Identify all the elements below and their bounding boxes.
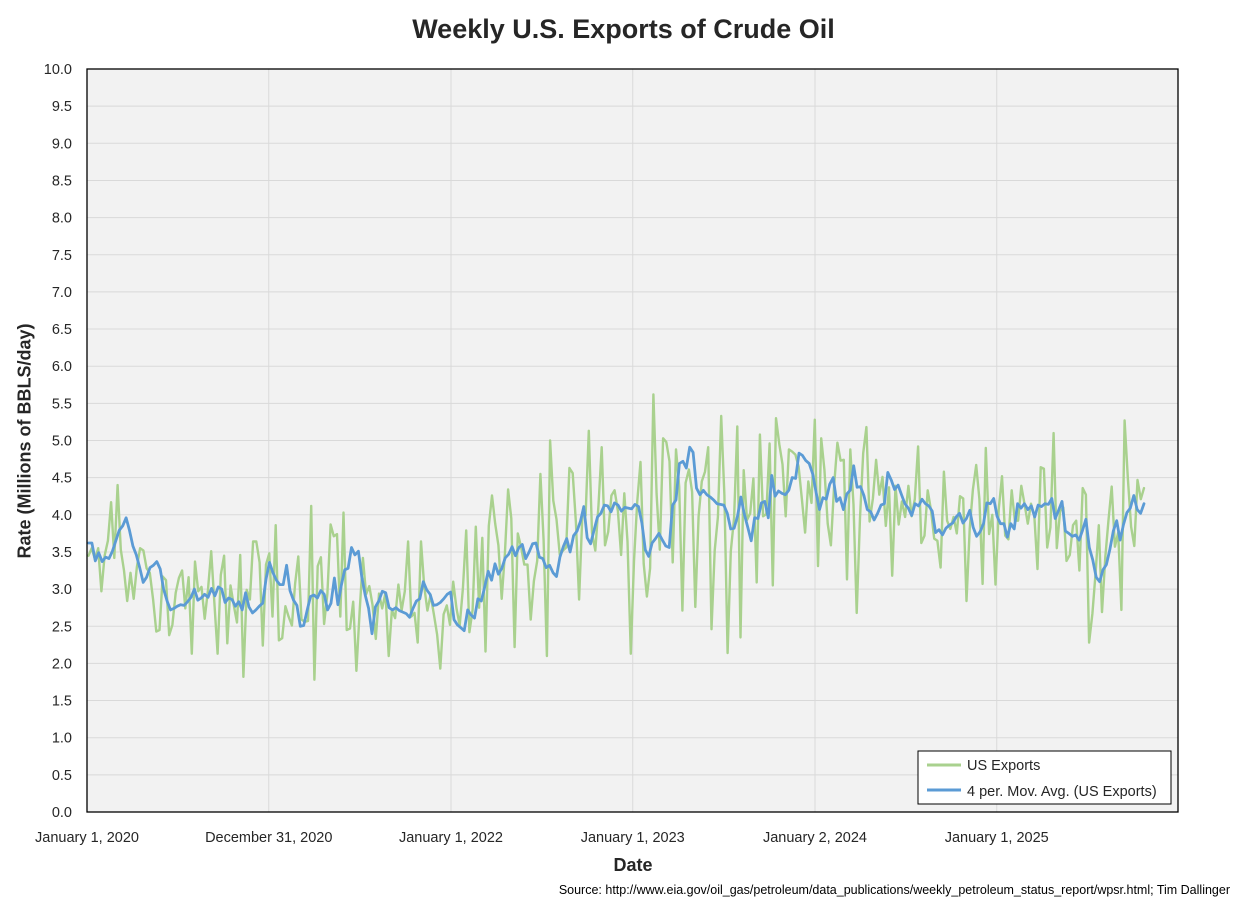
- y-tick-label: 0.5: [52, 768, 72, 784]
- y-tick-label: 4.5: [52, 471, 72, 487]
- x-tick-label: January 1, 2022: [399, 830, 503, 846]
- y-tick-label: 2.0: [52, 656, 72, 672]
- y-tick-label: 8.5: [52, 173, 72, 189]
- y-axis-title: Rate (Millions of BBLS/day): [14, 323, 35, 559]
- x-tick-label: December 31, 2020: [205, 830, 332, 846]
- y-tick-label: 8.0: [52, 211, 72, 227]
- y-tick-label: 6.5: [52, 322, 72, 338]
- y-tick-label: 2.5: [52, 619, 72, 635]
- legend-box: [917, 750, 1172, 805]
- plot-border: [86, 68, 1179, 813]
- source-note: Source: http://www.eia.gov/oil_gas/petro…: [558, 883, 1230, 897]
- x-tick-label: January 1, 2025: [945, 830, 1049, 846]
- y-tick-label: 10.0: [44, 62, 72, 78]
- y-tick-label: 7.5: [52, 248, 72, 264]
- y-tick-label: 7.0: [52, 285, 72, 301]
- legend-label-us-exports: US Exports: [967, 758, 1040, 774]
- series-line-moving-average: [87, 445, 1146, 636]
- x-tick-label: January 2, 2024: [763, 830, 867, 846]
- y-tick-label: 4.0: [52, 508, 72, 524]
- series-line-us-exports: [87, 393, 1146, 681]
- y-tick-label: 5.0: [52, 434, 72, 450]
- y-tick-label: 1.0: [52, 731, 72, 747]
- y-axis-ticks: 0.0 0.5 1.0 1.5 2.0 2.5 3.0 3.5 4.0 4.5 5.0 5.5 6.0 6…: [44, 62, 72, 821]
- series-layer: [87, 393, 1146, 681]
- x-axis-ticks: January 1, 2020 December 31, 2020 January …: [35, 830, 1049, 846]
- legend-label-moving-average: 4 per. Mov. Avg. (US Exports): [967, 784, 1157, 800]
- y-tick-label: 3.5: [52, 545, 72, 561]
- y-tick-label: 5.5: [52, 396, 72, 412]
- y-tick-label: 1.5: [52, 694, 72, 710]
- x-axis-title: Date: [613, 855, 653, 875]
- x-tick-label: January 1, 2023: [581, 830, 685, 846]
- legend: US Exports 4 per. Mov. Avg. (US Exports): [917, 750, 1172, 805]
- y-tick-label: 9.5: [52, 99, 72, 115]
- y-tick-label: 0.0: [52, 805, 72, 821]
- x-tick-label: January 1, 2020: [35, 830, 139, 846]
- y-tick-label: 6.0: [52, 359, 72, 375]
- y-tick-label: 3.0: [52, 582, 72, 598]
- y-tick-label: 9.0: [52, 136, 72, 152]
- chart-title: Weekly U.S. Exports of Crude Oil: [412, 14, 835, 44]
